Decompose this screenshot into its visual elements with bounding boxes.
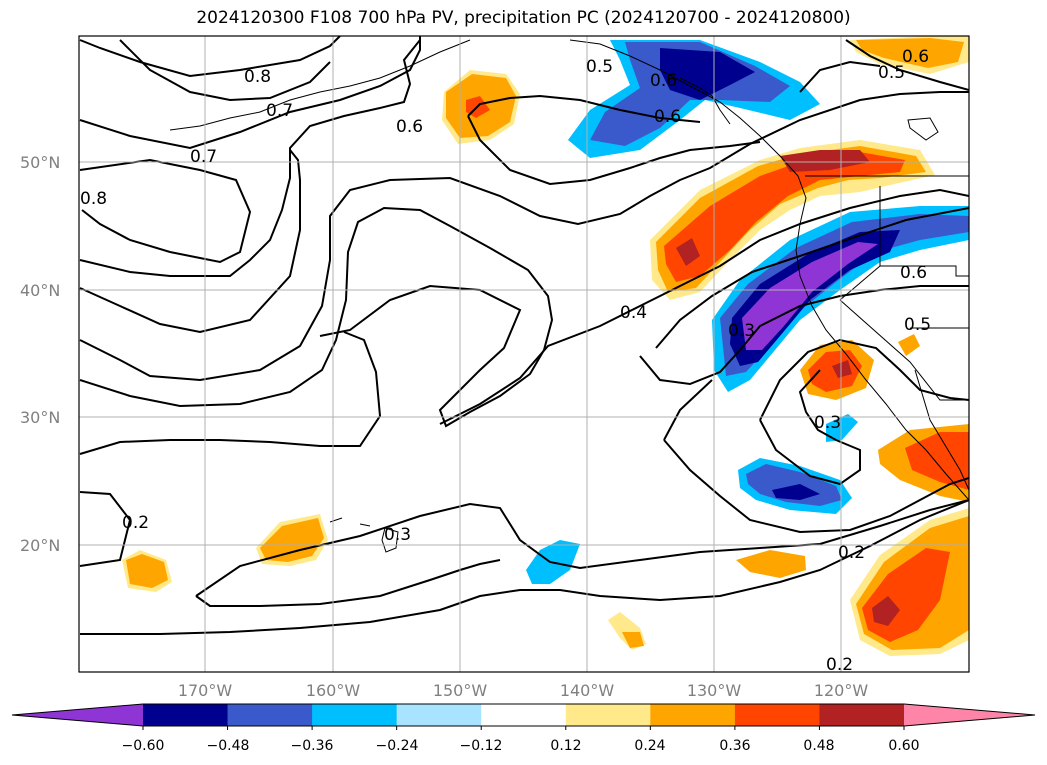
contour-label: 0.5: [878, 63, 905, 83]
colorbar-segment: [227, 704, 313, 726]
map-title: 2024120300 F108 700 hPa PV, precipitatio…: [196, 8, 851, 28]
contour-label: 0.2: [826, 655, 853, 675]
colorbar-segment: [734, 704, 820, 726]
colorbar-segment: [12, 704, 143, 726]
pv-contours: [79, 36, 969, 635]
contour-label: 0.7: [190, 147, 217, 167]
colorbar-tick-label: −0.36: [291, 738, 334, 754]
contour-label: 0.8: [80, 189, 107, 209]
colorbar-tick-labels: −0.60 −0.48 −0.36 −0.24 −0.12 0.12 0.24 …: [122, 738, 920, 754]
colorbar-segment: [565, 704, 651, 726]
lon-label: 140°W: [560, 681, 615, 700]
lat-label: 30°N: [20, 408, 60, 427]
colorbar-tick-label: 0.36: [719, 738, 750, 754]
contour-label: 0.6: [900, 263, 927, 283]
colorbar-tick-label: −0.24: [376, 738, 419, 754]
colorbar-tick-label: −0.12: [460, 738, 503, 754]
contour-labels: 0.8 0.7 0.7 0.6 0.5 0.6 0.6 0.5 0.6 0.4 …: [80, 47, 931, 675]
colorbar: [11, 703, 1036, 730]
lon-label: 130°W: [687, 681, 742, 700]
colorbar-segment: [143, 704, 229, 726]
lon-label: 120°W: [814, 681, 869, 700]
contour-label: 0.6: [902, 47, 929, 67]
colorbar-tick-label: 0.48: [803, 738, 834, 754]
contour-label: 0.7: [266, 101, 293, 121]
contour-label: 0.2: [838, 543, 865, 563]
lon-label: 150°W: [433, 681, 488, 700]
colorbar-tick-label: 0.60: [888, 738, 919, 754]
colorbar-segment: [819, 704, 905, 726]
lat-label: 40°N: [20, 281, 60, 300]
contour-label: 0.5: [904, 315, 931, 335]
contour-label: 0.3: [384, 525, 411, 545]
contour-label: 0.3: [814, 413, 841, 433]
contour-label: 0.4: [620, 303, 647, 323]
contour-label: 0.2: [122, 513, 149, 533]
gridlines: [79, 36, 969, 672]
lat-label: 20°N: [20, 536, 60, 555]
colorbar-tick-label: 0.24: [634, 738, 665, 754]
map-area: [79, 36, 969, 672]
lon-label: 170°W: [178, 681, 233, 700]
lon-label: 160°W: [306, 681, 361, 700]
contour-label: 0.6: [654, 107, 681, 127]
colorbar-segment: [396, 704, 482, 726]
colorbar-tick-label: −0.60: [122, 738, 165, 754]
contour-label: 0.8: [244, 67, 271, 87]
colorbar-segment: [650, 704, 736, 726]
contour-label: 0.6: [396, 117, 423, 137]
contour-label: 0.5: [586, 57, 613, 77]
precip-fills: [122, 36, 969, 656]
contour-label: 0.3: [728, 321, 755, 341]
colorbar-segment: [312, 704, 398, 726]
colorbar-tick-label: −0.48: [207, 738, 250, 754]
colorbar-segment: [481, 704, 567, 726]
colorbar-segment: [904, 704, 1035, 726]
lat-label: 50°N: [20, 153, 60, 172]
colorbar-tick-label: 0.12: [550, 738, 581, 754]
latitude-labels: 50°N 40°N 30°N 20°N: [20, 153, 60, 555]
longitude-labels: 170°W 160°W 150°W 140°W 130°W 120°W: [178, 681, 869, 700]
map-frame: [78, 35, 970, 673]
contour-label: 0.6: [650, 71, 677, 91]
